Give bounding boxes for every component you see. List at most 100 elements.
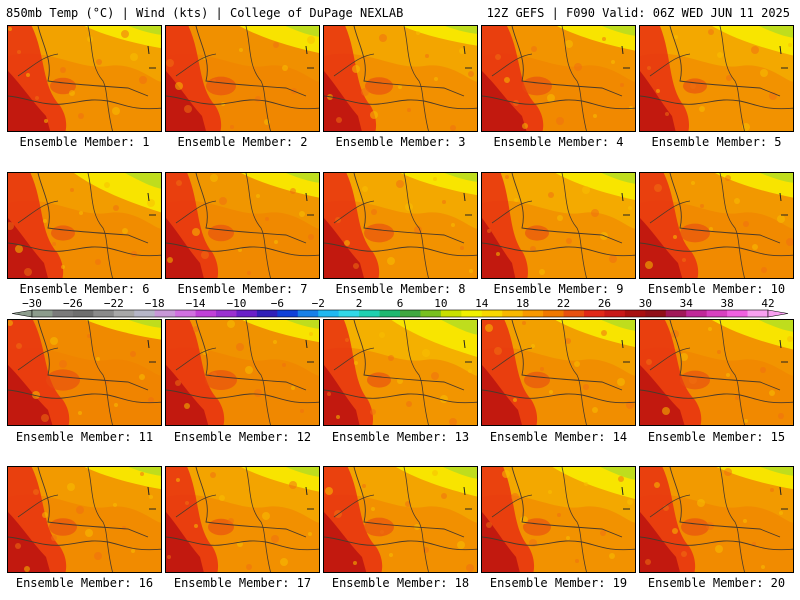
ensemble-member-label: Ensemble Member: 2 [177,135,308,149]
ensemble-member-label: Ensemble Member: 17 [173,576,312,590]
colorbar-swatch [256,310,278,317]
colorbar-swatch [216,310,237,317]
colorbar-swatch [195,310,217,317]
colorbar-swatch [563,310,585,317]
ensemble-member-map [639,172,794,279]
colorbar-swatch [338,310,360,317]
colorbar-tick-label: 10 [434,297,447,310]
ensemble-member-map [7,319,162,426]
colorbar-swatch [624,310,646,317]
colorbar-swatch [706,310,728,317]
colorbar-tick-label: 30 [639,297,652,310]
colorbar-swatch [461,310,483,317]
temperature-colorbar: −30 −26 −22 −18 −14 −10 −6 −2 2 6 10 14 18 22 26 30 34 38… [11,297,789,318]
temperature-field [324,320,477,425]
colorbar-swatch [134,310,156,317]
temperature-field [166,320,319,425]
temperature-field [324,26,477,131]
ensemble-member-map [481,25,636,132]
colorbar-swatch [154,310,176,317]
colorbar-swatch [93,310,115,317]
ensemble-member-label: Ensemble Member: 12 [173,430,312,444]
colorbar-tick-label: 26 [598,297,611,310]
colorbar-swatch [645,310,667,317]
colorbar-swatch [543,310,564,317]
colorbar-swatch [318,310,340,317]
colorbar-tick-label: 38 [720,297,733,310]
colorbar-tick-label: 14 [475,297,489,310]
temperature-field [166,173,319,278]
ensemble-member-label: Ensemble Member: 5 [651,135,782,149]
colorbar-swatch [297,310,319,317]
temperature-field [482,26,635,131]
chart-title: 850mb Temp (°C) | Wind (kts) | College o… [6,6,404,20]
temperature-field [8,467,161,572]
ensemble-member-map [165,466,320,573]
ensemble-member-map [323,466,478,573]
colorbar-swatch [420,310,442,317]
model-run-info: 12Z GEFS | F090 Valid: 06Z WED JUN 11 20… [486,6,790,20]
colorbar-min-arrow [11,309,33,318]
colorbar-tick-label: 42 [761,297,774,310]
ensemble-member-map [639,319,794,426]
colorbar-swatch [481,310,503,317]
ensemble-member-map [165,172,320,279]
colorbar-swatch [175,310,196,317]
colorbar-tick-label: −2 [312,297,325,310]
temperature-field [482,320,635,425]
temperature-field [640,173,793,278]
colorbar-swatch [686,310,708,317]
temperature-field [166,26,319,131]
colorbar-swatch [747,310,769,317]
ensemble-member-label: Ensemble Member: 10 [647,282,786,296]
colorbar-swatch [400,310,421,317]
ensemble-member-label: Ensemble Member: 8 [335,282,466,296]
colorbar-swatch [277,310,299,317]
temperature-field [324,467,477,572]
temperature-field [8,320,161,425]
colorbar-swatch [522,310,544,317]
ensemble-member-map [7,466,162,573]
colorbar-swatch [584,310,605,317]
ensemble-member-map [639,466,794,573]
colorbar-tick-label: −18 [145,297,165,310]
temperature-field [482,173,635,278]
colorbar-tick-label: 22 [557,297,570,310]
colorbar-tick-label: −22 [104,297,124,310]
ensemble-member-label: Ensemble Member: 9 [493,282,624,296]
ensemble-member-map [165,25,320,132]
colorbar-swatch [440,310,462,317]
colorbar-max-arrow [767,309,789,318]
ensemble-member-label: Ensemble Member: 3 [335,135,466,149]
ensemble-member-label: Ensemble Member: 6 [19,282,150,296]
ensemble-member-map [639,25,794,132]
ensemble-member-map [481,319,636,426]
ensemble-member-label: Ensemble Member: 7 [177,282,308,296]
ensemble-member-map [165,319,320,426]
ensemble-member-map [323,172,478,279]
colorbar-swatch [604,310,626,317]
colorbar-swatch [727,310,748,317]
ensemble-member-map [323,319,478,426]
ensemble-member-map [7,172,162,279]
ensemble-member-label: Ensemble Member: 16 [15,576,154,590]
ensemble-member-label: Ensemble Member: 1 [19,135,150,149]
ensemble-member-label: Ensemble Member: 11 [15,430,154,444]
ensemble-member-label: Ensemble Member: 19 [489,576,628,590]
temperature-field [166,467,319,572]
colorbar-swatch [32,310,53,317]
ensemble-member-label: Ensemble Member: 4 [493,135,624,149]
colorbar-tick-label: 34 [680,297,694,310]
ensemble-member-map [481,466,636,573]
ensemble-member-map [323,25,478,132]
colorbar-swatch [379,310,401,317]
ensemble-member-label: Ensemble Member: 15 [647,430,786,444]
colorbar-swatch [72,310,94,317]
colorbar-tick-label: 2 [356,297,363,310]
colorbar-swatch [502,310,524,317]
temperature-field [640,467,793,572]
colorbar-tick-label: 18 [516,297,529,310]
colorbar-tick-label: −10 [227,297,247,310]
temperature-field [640,320,793,425]
colorbar-swatch [665,310,687,317]
